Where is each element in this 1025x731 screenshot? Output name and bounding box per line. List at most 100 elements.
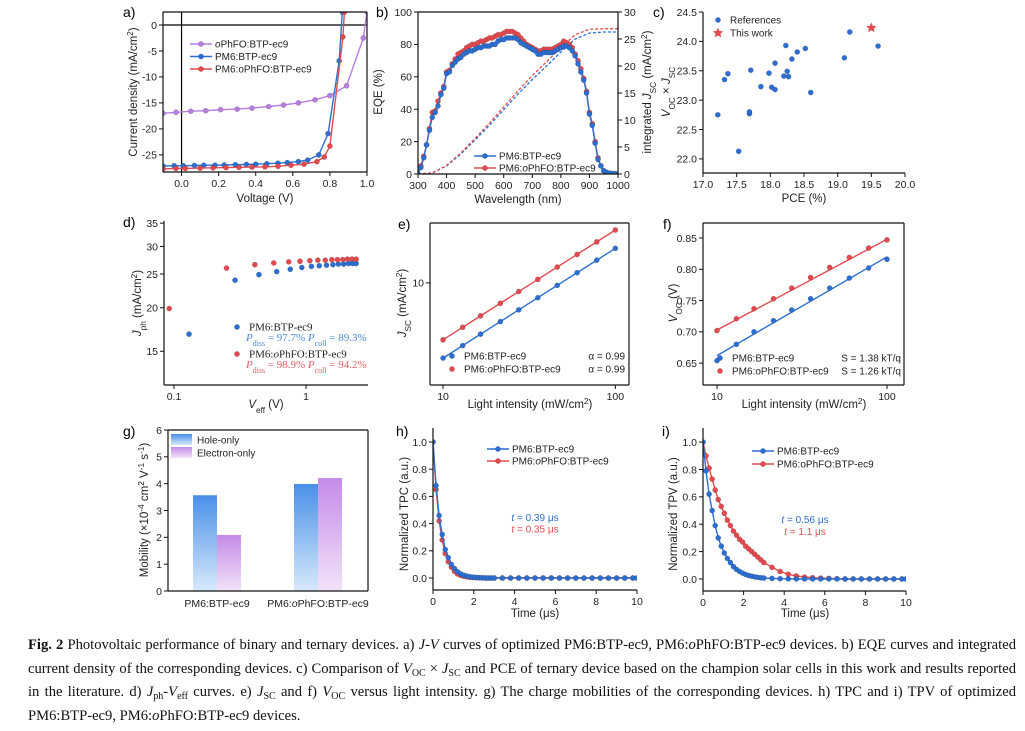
- y-tick-label: 0.0: [682, 574, 697, 586]
- series-line: [716, 238, 888, 331]
- data-point: [449, 366, 455, 372]
- data-point: [198, 41, 204, 47]
- data-point: [789, 56, 795, 62]
- caption-text: versus light intensity. g) The charge mo…: [28, 684, 1016, 724]
- y-tick-label: 10: [412, 278, 424, 290]
- y2-tick-label: 15: [624, 88, 636, 100]
- x-tick-label: 1: [303, 391, 309, 403]
- data-point: [777, 568, 783, 575]
- x-tick-label: 500: [466, 180, 484, 192]
- data-point: [298, 264, 305, 271]
- data-point: [280, 102, 287, 108]
- caption-text: V: [322, 684, 332, 700]
- x-tick-label: 0: [430, 596, 436, 608]
- bar-hole-only: [294, 483, 318, 591]
- data-point: [586, 111, 593, 117]
- panel-label: i): [662, 423, 670, 439]
- data-point: [793, 576, 800, 582]
- data-point: [714, 111, 721, 118]
- data-point: [328, 256, 335, 263]
- data-point: [809, 576, 816, 582]
- y-tick-label: 100: [394, 7, 412, 19]
- data-point: [304, 157, 311, 163]
- legend-label: PM6:oPhFO:BTP-ec9: [499, 164, 596, 175]
- x-tick-label: 900: [581, 180, 599, 192]
- legend: PM6:BTP-ec9 α = 0.99 PM6:oPhFO:BTP-ec9 α = …: [449, 352, 625, 376]
- data-point: [482, 153, 488, 159]
- data-point: [445, 554, 452, 561]
- data-point: [770, 295, 777, 302]
- data-point: [574, 251, 580, 258]
- data-point: [532, 575, 538, 581]
- data-point: [451, 565, 458, 572]
- y-tick-label: -20: [142, 124, 157, 136]
- data-point: [341, 12, 348, 15]
- data-point: [287, 266, 294, 273]
- data-point: [727, 522, 734, 529]
- caption-text: curves. e): [188, 684, 257, 700]
- data-point: [751, 328, 757, 335]
- data-point-star: [712, 27, 724, 38]
- data-point: [297, 258, 303, 265]
- chart-tpv: i) 0 2 4 6 8 10 0.0 0.2 0.4 0.6 0.8 1.0 Time (μs) Norm…: [662, 423, 912, 620]
- data-point: [499, 575, 506, 581]
- data-point: [163, 110, 166, 117]
- data-point: [747, 67, 754, 74]
- y-tick-label: 20: [400, 136, 412, 148]
- x-tick-label: 300: [409, 180, 427, 192]
- data-point: [223, 164, 229, 171]
- data-point: [794, 49, 801, 55]
- series-line: [442, 247, 616, 359]
- legend-swatch: [171, 434, 192, 445]
- y-tick-label: 0: [406, 169, 412, 181]
- chart-eqe-curves: b)300 400 500 600 700 800 900 10000204060801000…: [373, 4, 658, 206]
- caption-text: -: [163, 684, 169, 700]
- data-point: [874, 576, 881, 582]
- caption-text: Photovoltaic performance of binary and t…: [63, 637, 419, 653]
- y-axis-title: Mobility (×10-4 cm2 V-1 s-1): [137, 443, 152, 578]
- data-point: [535, 294, 541, 301]
- legend-label: PM6:BTP-ec9: [512, 445, 575, 456]
- y-tick-label: 0.4: [682, 519, 697, 531]
- data-point: [846, 29, 853, 35]
- panel-label: c): [653, 4, 665, 20]
- y-tick-label: 0.65: [677, 358, 698, 370]
- panel-label: d): [123, 214, 135, 230]
- data-point: [841, 54, 848, 61]
- data-point: [712, 522, 719, 529]
- data-point: [191, 162, 198, 169]
- plot-area: [163, 12, 367, 172]
- caption-text: and f): [275, 684, 323, 700]
- data-point: [884, 256, 890, 263]
- x-tick-label: 100: [878, 391, 896, 403]
- caption-figure-number: Fig. 2: [28, 637, 64, 653]
- data-point: [301, 161, 307, 168]
- plot-area: [433, 439, 637, 581]
- data-point: [733, 315, 740, 322]
- data-point: [252, 261, 258, 268]
- legend-note: S = 1.26 kT/q: [841, 367, 901, 378]
- panel-label: h): [396, 423, 408, 439]
- y-axis-title: VOC × JSC: [661, 67, 677, 117]
- y-tick-label: 15: [146, 346, 158, 358]
- data-point: [578, 69, 584, 75]
- data-point: [721, 76, 728, 83]
- data-point: [712, 487, 719, 493]
- data-point: [197, 165, 203, 171]
- data-point: [540, 575, 547, 581]
- x-tick-label: 6: [822, 597, 828, 609]
- plot-area: [418, 28, 618, 174]
- x-tick-label: 17.0: [693, 179, 714, 191]
- data-point: [850, 576, 857, 582]
- y-tick-label: 3: [156, 505, 162, 517]
- data-point: [718, 543, 725, 549]
- caption-text: o: [152, 707, 160, 724]
- y2-tick-label: 25: [624, 34, 636, 46]
- category-label: PM6:BTP-ec9: [184, 598, 250, 610]
- plot-area: [714, 22, 881, 155]
- x-tick-label: 0.6: [286, 178, 301, 190]
- x-tick-label: 2: [741, 597, 747, 609]
